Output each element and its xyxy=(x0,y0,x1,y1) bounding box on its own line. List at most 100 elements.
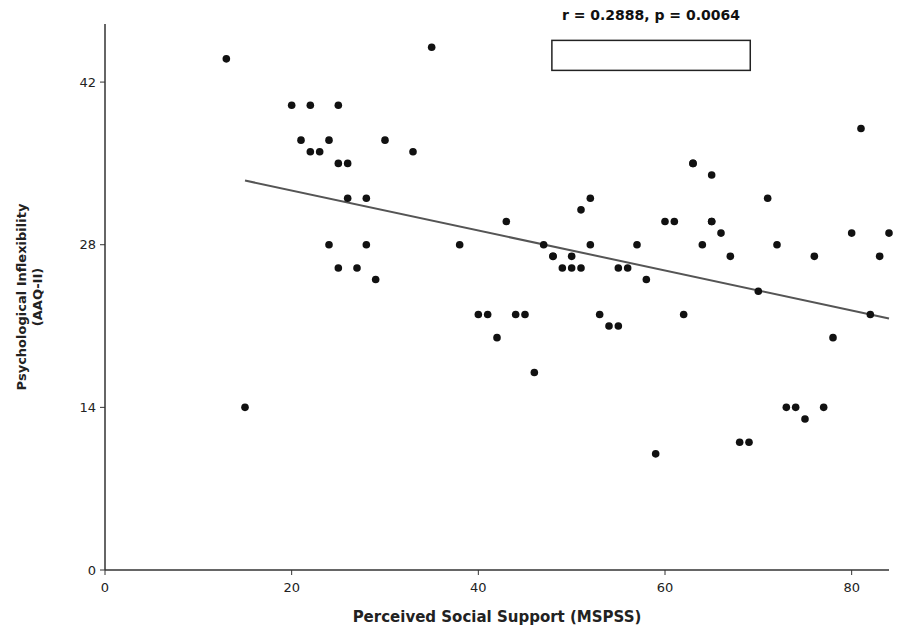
point xyxy=(652,450,660,458)
x-tick-label: 60 xyxy=(657,580,674,595)
point xyxy=(335,160,343,168)
x-axis-label: Perceived Social Support (MSPSS) xyxy=(353,608,642,626)
point xyxy=(307,148,315,156)
y-axis-label-line: Psychological Inflexibility xyxy=(14,203,29,390)
point xyxy=(307,102,315,110)
y-axis-label: Psychological Inflexibility(AAQ-II) xyxy=(14,203,45,390)
plot-area xyxy=(223,43,893,457)
y-tick xyxy=(100,82,105,83)
point xyxy=(633,241,641,249)
point xyxy=(344,160,352,168)
point xyxy=(792,404,800,412)
point xyxy=(540,241,548,249)
point xyxy=(587,241,595,249)
point xyxy=(605,322,613,330)
point xyxy=(559,264,567,272)
point xyxy=(811,253,819,261)
point xyxy=(549,253,557,261)
point xyxy=(344,194,352,202)
y-axis-line xyxy=(104,24,106,570)
point xyxy=(503,218,511,226)
point xyxy=(717,229,725,237)
y-tick-label: 0 xyxy=(88,563,96,578)
point xyxy=(353,264,361,272)
point xyxy=(848,229,856,237)
annotation: r = 0.2888, p = 0.0064 xyxy=(562,7,740,23)
point xyxy=(671,218,679,226)
x-tick-label: 40 xyxy=(470,580,487,595)
point xyxy=(577,206,585,214)
point xyxy=(857,125,865,133)
point xyxy=(372,276,380,284)
point xyxy=(596,311,604,319)
point xyxy=(493,334,501,342)
point xyxy=(577,264,585,272)
x-tick xyxy=(105,570,106,575)
point xyxy=(456,241,464,249)
point xyxy=(475,311,483,319)
point xyxy=(773,241,781,249)
point xyxy=(783,404,791,412)
point xyxy=(549,253,557,261)
y-tick xyxy=(100,244,105,245)
point xyxy=(689,160,697,168)
point xyxy=(512,311,520,319)
point xyxy=(223,55,231,63)
x-tick xyxy=(665,570,666,575)
point xyxy=(708,171,716,179)
x-tick xyxy=(851,570,852,575)
point xyxy=(409,148,417,156)
regression-line xyxy=(245,181,889,319)
point xyxy=(325,136,333,144)
x-tick xyxy=(478,570,479,575)
point xyxy=(428,43,436,51)
annotation-box xyxy=(552,40,750,70)
point xyxy=(755,287,763,295)
x-tick-label: 80 xyxy=(843,580,860,595)
point xyxy=(699,241,707,249)
point xyxy=(736,438,744,446)
point xyxy=(885,229,893,237)
y-tick xyxy=(100,407,105,408)
point xyxy=(484,311,492,319)
point xyxy=(615,322,623,330)
point xyxy=(316,148,324,156)
point xyxy=(587,194,595,202)
point xyxy=(680,311,688,319)
x-tick xyxy=(291,570,292,575)
y-axis-label-line: (AAQ-II) xyxy=(30,268,45,326)
point xyxy=(867,311,875,319)
point xyxy=(624,264,632,272)
point xyxy=(876,253,884,261)
y-tick xyxy=(100,570,105,571)
point xyxy=(727,253,735,261)
point xyxy=(531,369,539,377)
point xyxy=(764,194,772,202)
point xyxy=(297,136,305,144)
point xyxy=(829,334,837,342)
point xyxy=(661,218,669,226)
x-axis-line xyxy=(105,569,889,571)
point xyxy=(288,102,296,110)
chart: 0 20 40 60 80 0 14 28 42 Perceived Social Support… xyxy=(0,0,919,642)
y-tick-label: 42 xyxy=(79,75,96,90)
point xyxy=(820,404,828,412)
point xyxy=(708,218,716,226)
point xyxy=(568,253,576,261)
x-tick-label: 0 xyxy=(101,580,109,595)
point xyxy=(363,194,371,202)
y-tick-label: 28 xyxy=(79,237,96,252)
point xyxy=(615,264,623,272)
point xyxy=(745,438,753,446)
point xyxy=(801,415,809,423)
y-tick-label: 14 xyxy=(79,400,96,415)
point xyxy=(568,264,576,272)
point xyxy=(381,136,389,144)
point xyxy=(643,276,651,284)
point xyxy=(708,218,716,226)
point xyxy=(363,241,371,249)
point xyxy=(689,160,697,168)
point xyxy=(335,264,343,272)
x-tick-label: 20 xyxy=(283,580,300,595)
point xyxy=(521,311,529,319)
